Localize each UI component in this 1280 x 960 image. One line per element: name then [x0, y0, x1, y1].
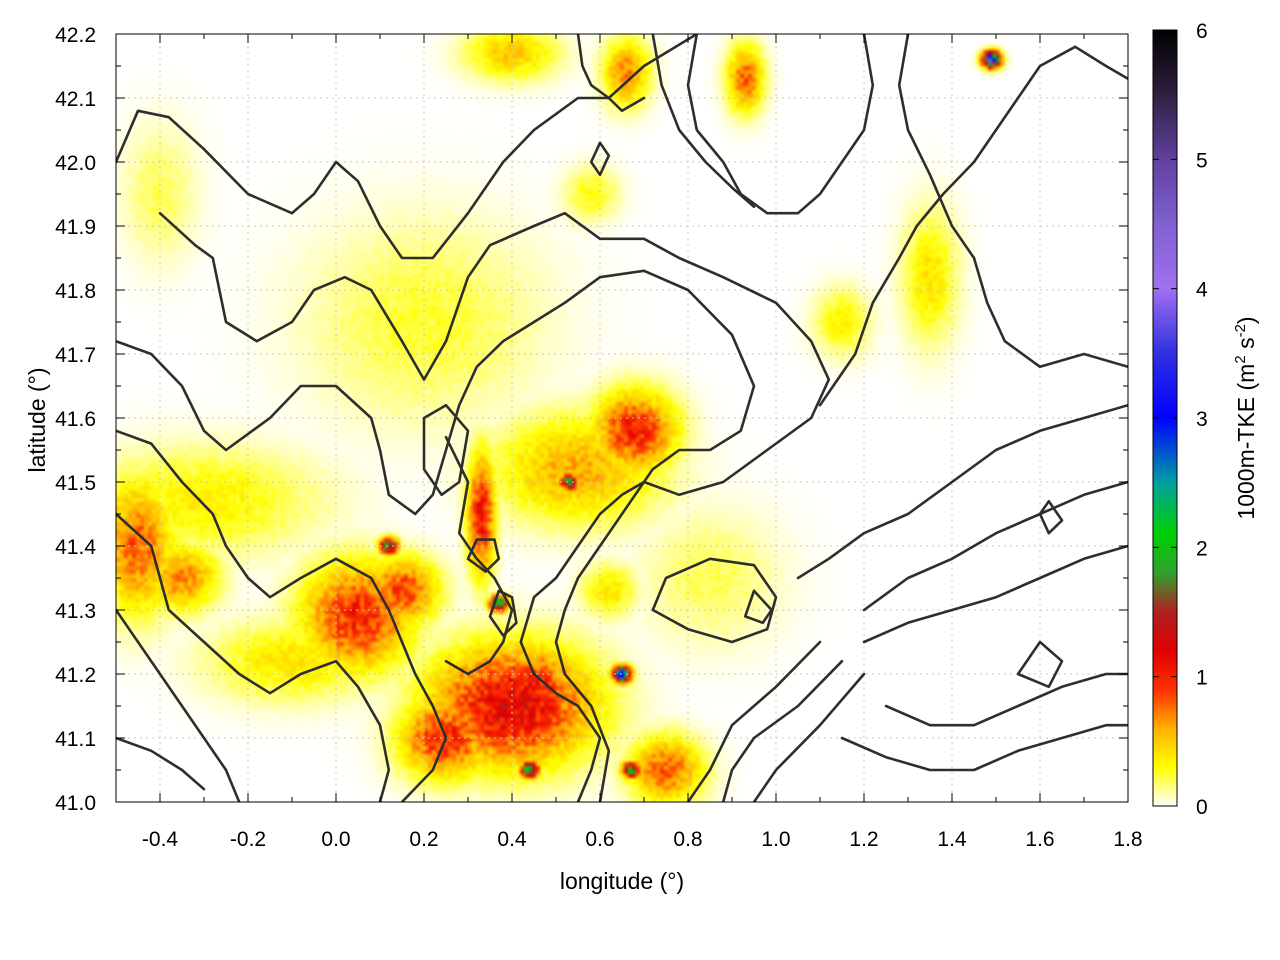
x-tick-label: 1.0	[761, 828, 790, 851]
terrain-contour-line	[897, 34, 1128, 369]
terrain-contour-line	[752, 672, 866, 802]
terrain-contour-line	[840, 723, 1128, 772]
terrain-contour-line	[862, 544, 1128, 644]
x-axis: -0.4 -0.2 0.0 0.2 0.4 0.6 0.8 1.0 1.2 1.4 1.6 1.8	[115, 34, 1143, 851]
y-tick-label: 42.0	[55, 152, 96, 175]
colorbar-title-end: )	[1233, 316, 1259, 324]
grid-lines	[116, 34, 1128, 802]
y-tick-label: 41.4	[55, 536, 96, 559]
terrain-contour-line	[651, 557, 778, 644]
terrain-contour-line	[818, 45, 1128, 407]
x-tick-label: 0.0	[321, 828, 350, 851]
terrain-contour-line	[116, 512, 391, 802]
colorbar-tick-label: 3	[1196, 408, 1208, 431]
y-tick-label: 41.0	[55, 792, 96, 815]
colorbar-title-mid: s	[1233, 337, 1259, 355]
y-tick-label: 42.1	[55, 88, 96, 111]
terrain-contour-line	[1016, 640, 1064, 689]
terrain-contour-line	[488, 589, 518, 637]
colorbar-ticks: 0 1 2 3 4 5 6	[1153, 20, 1208, 819]
x-tick-label: 1.6	[1025, 828, 1054, 851]
x-tick-label: -0.2	[230, 828, 266, 851]
y-tick-label: 41.1	[55, 728, 96, 751]
y-tick-label: 41.7	[55, 344, 96, 367]
colorbar-tick-label: 0	[1196, 796, 1208, 819]
terrain-contour-line	[796, 403, 1128, 580]
terrain-contour-line	[862, 480, 1128, 612]
y-axis-title: latitude (°)	[24, 367, 50, 472]
terrain-contour-line	[1038, 499, 1064, 535]
colorbar-tick-label: 5	[1196, 149, 1208, 172]
y-tick-label: 41.2	[55, 664, 96, 687]
terrain-contour-line	[589, 141, 611, 177]
y-tick-label: 42.2	[55, 24, 96, 47]
terrain-contour-line	[422, 403, 470, 497]
y-tick-label: 41.6	[55, 408, 96, 431]
y-tick-label: 41.5	[55, 472, 96, 495]
terrain-contour-line	[116, 429, 448, 802]
x-tick-label: 1.2	[849, 828, 878, 851]
terrain-contour-line	[466, 538, 501, 573]
terrain-contour-line	[116, 34, 699, 260]
colorbar-title-sup2: -2	[1232, 324, 1249, 337]
terrain-contour-line	[721, 659, 844, 802]
colorbar-title-base: 1000m-TKE (m	[1233, 364, 1259, 520]
terrain-contour-line	[743, 589, 773, 625]
colorbar-tick-label: 6	[1196, 20, 1208, 43]
y-tick-label: 41.9	[55, 216, 96, 239]
terrain-contour-line	[116, 608, 241, 802]
x-tick-label: 0.6	[585, 828, 614, 851]
terrain-contour-line	[116, 269, 756, 802]
x-tick-label: 0.2	[409, 828, 438, 851]
colorbar-tick-label: 1	[1196, 667, 1208, 690]
terrain-contour-line	[576, 34, 646, 113]
colorbar-title-sup1: 2	[1232, 355, 1249, 363]
colorbar-tick-label: 4	[1196, 279, 1208, 302]
terrain-contour-line	[158, 211, 831, 802]
x-tick-label: 1.4	[937, 828, 967, 851]
y-tick-label: 41.3	[55, 600, 96, 623]
x-tick-label: -0.4	[142, 828, 179, 851]
x-axis-title: longitude (°)	[560, 868, 684, 894]
x-tick-label: 0.8	[673, 828, 702, 851]
y-tick-label: 41.8	[55, 280, 96, 303]
x-tick-label: 0.4	[497, 828, 527, 851]
terrain-contour-line	[884, 672, 1128, 727]
y-axis: 41.0 41.1 41.2 41.3 41.4 41.5 41.6 41.7 41.8 41.9…	[55, 24, 1128, 815]
terrain-contour-line	[116, 736, 206, 791]
terrain-contours	[116, 34, 1128, 802]
terrain-contour-line	[686, 34, 875, 215]
terrain-contour-line	[651, 34, 756, 209]
colorbar-tick-label: 2	[1196, 537, 1208, 560]
x-tick-label: 1.8	[1113, 828, 1142, 851]
colorbar-title: 1000m-TKE (m2 s-2)	[1232, 316, 1259, 519]
terrain-contour-line	[686, 640, 822, 802]
